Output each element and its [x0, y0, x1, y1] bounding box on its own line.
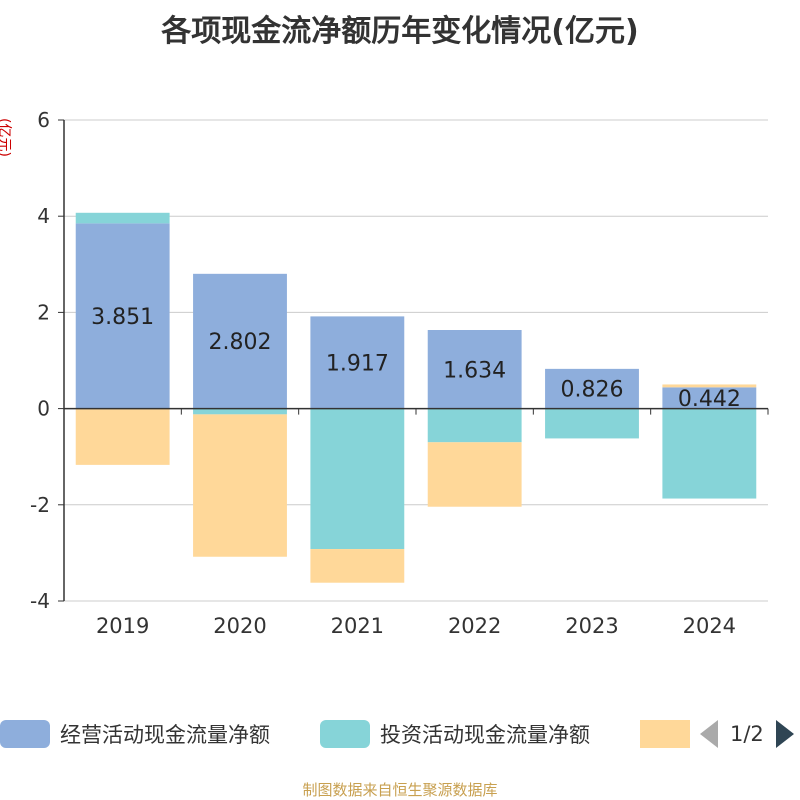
- legend-swatch-investing: [320, 720, 370, 748]
- y-axis-label: (亿元): [0, 118, 12, 157]
- bar-2021-series-2[interactable]: [310, 549, 405, 583]
- legend-pager: 1/2: [700, 716, 794, 752]
- legend-next-page-icon[interactable]: [775, 720, 794, 748]
- x-tick-label-2021: 2021: [331, 614, 384, 638]
- legend-label-operating: 经营活动现金流量净额: [60, 723, 270, 747]
- legend-swatch-financing: [640, 720, 690, 748]
- legend-label-investing: 投资活动现金流量净额: [380, 723, 590, 747]
- bar-2020-series-0[interactable]: [193, 273, 287, 409]
- data-label-2023: 0.826: [561, 378, 624, 403]
- y-tick-label: 6: [37, 108, 50, 132]
- data-source-note: 制图数据来自恒生聚源数据库: [302, 781, 498, 799]
- data-label-2024: 0.442: [678, 387, 741, 412]
- chart-title: 各项现金流净额历年变化情况(亿元): [161, 14, 639, 49]
- y-tick-label: 0: [37, 397, 50, 421]
- bar-2021-series-1[interactable]: [310, 408, 405, 550]
- bar-2020-series-1[interactable]: [193, 408, 287, 415]
- bar-2020-series-2[interactable]: [193, 414, 287, 557]
- bar-2022-series-1[interactable]: [427, 408, 522, 443]
- bar-2021-series-0[interactable]: [310, 316, 405, 409]
- x-tick-label-2023: 2023: [565, 614, 618, 638]
- legend: 经营活动现金流量净额 投资活动现金流量净额 1/2: [0, 716, 800, 752]
- bar-chart: -4 -2 0 2 4 6 2019 2020 2021 2022 2023 2024 3.851 2.…: [0, 108, 769, 638]
- x-tick-label-2019: 2019: [96, 614, 149, 638]
- bar-2019-series-1[interactable]: [75, 212, 170, 224]
- x-tick-label-2024: 2024: [683, 614, 736, 638]
- bar-2022-series-2[interactable]: [427, 442, 522, 507]
- data-label-2020: 2.802: [209, 330, 272, 355]
- bar-2023-series-0[interactable]: [545, 368, 639, 409]
- axes: -4 -2 0 2 4 6 2019 2020 2021 2022 2023 2024: [30, 108, 769, 638]
- bar-2019-series-0[interactable]: [75, 223, 170, 409]
- data-label-2019: 3.851: [91, 305, 154, 330]
- y-tick-label: 2: [37, 300, 50, 324]
- x-tick-label-2022: 2022: [448, 614, 501, 638]
- legend-prev-page-icon[interactable]: [700, 720, 718, 748]
- legend-page-indicator: 1/2: [730, 722, 764, 746]
- bar-2024-series-1[interactable]: [662, 408, 757, 499]
- bar-2022-series-0[interactable]: [427, 330, 522, 409]
- bar-2024-series-0[interactable]: [662, 387, 757, 409]
- legend-item-financing[interactable]: [640, 716, 690, 752]
- y-tick-label: -4: [30, 589, 50, 613]
- y-tick-label: 4: [37, 204, 50, 228]
- bar-2019-series-2[interactable]: [75, 408, 170, 465]
- data-label-2021: 1.917: [326, 351, 389, 376]
- bar-2023-series-1[interactable]: [545, 408, 639, 439]
- data-labels: 3.851 2.802 1.917 1.634 0.826 0.442: [91, 305, 741, 412]
- legend-swatch-operating: [0, 720, 50, 748]
- data-label-2022: 1.634: [443, 358, 506, 383]
- bars: [75, 212, 757, 583]
- y-tick-label: -2: [30, 493, 50, 517]
- x-tick-label-2020: 2020: [213, 614, 266, 638]
- legend-item-investing[interactable]: 投资活动现金流量净额: [320, 716, 590, 752]
- bar-2024-series-2[interactable]: [662, 384, 757, 388]
- legend-item-operating[interactable]: 经营活动现金流量净额: [0, 716, 270, 752]
